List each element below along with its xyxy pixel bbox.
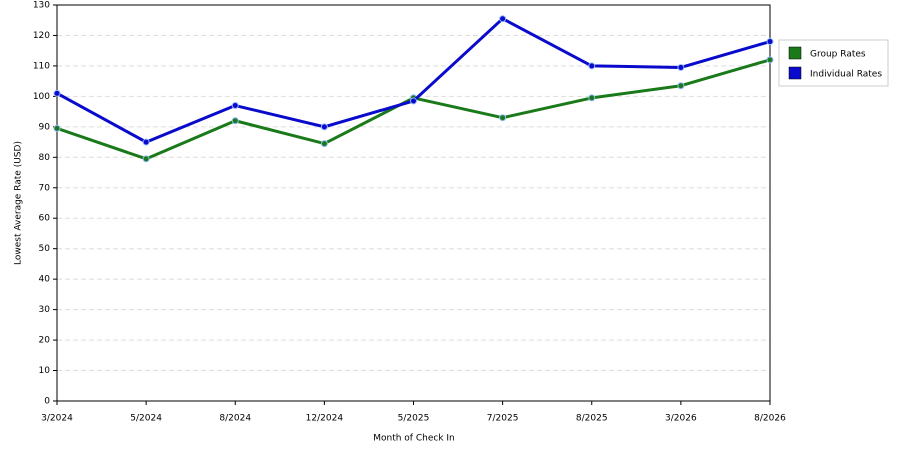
point	[142, 138, 150, 146]
x-tick-label: 8/2024	[219, 414, 251, 424]
y-tick-label: 30	[39, 305, 51, 315]
y-tick-label: 60	[39, 214, 51, 224]
plot-frame	[56, 4, 771, 402]
point	[766, 38, 774, 46]
point	[499, 114, 507, 122]
legend-swatch	[788, 46, 802, 60]
point	[588, 94, 596, 102]
point	[320, 123, 328, 131]
x-tick-label: 12/2024	[306, 414, 344, 424]
legend-label: Group Rates	[810, 50, 866, 60]
x-axis-label: Month of Check In	[373, 434, 455, 444]
series-line	[56, 17, 771, 144]
point	[588, 62, 596, 70]
x-tick-label: 5/2025	[398, 414, 430, 424]
x-tick-label: 5/2024	[130, 414, 162, 424]
y-tick-label: 40	[39, 275, 51, 285]
point	[53, 124, 61, 132]
y-tick-label: 120	[33, 31, 50, 41]
y-tick-label: 20	[39, 336, 51, 346]
point	[53, 89, 61, 97]
x-tick-label: 8/2025	[576, 414, 608, 424]
y-tick-label: 50	[39, 244, 51, 254]
y-tick-label: 130	[33, 1, 50, 11]
y-tick-label: 80	[39, 153, 51, 163]
y-tick-label: 100	[33, 92, 50, 102]
series-line	[56, 58, 771, 161]
x-tick-label: 3/2026	[665, 414, 697, 424]
x-tick-label: 7/2025	[487, 414, 519, 424]
legend-swatch	[788, 66, 802, 80]
y-tick-label: 110	[33, 61, 50, 71]
point	[677, 63, 685, 71]
legend-label: Individual Rates	[810, 70, 882, 80]
point	[320, 140, 328, 148]
y-axis-label: Lowest Average Rate (USD)	[14, 141, 24, 265]
y-tick-label: 10	[39, 366, 51, 376]
point	[677, 82, 685, 90]
point	[499, 15, 507, 23]
point	[766, 56, 774, 64]
point	[142, 155, 150, 163]
x-tick-label: 3/2024	[41, 414, 73, 424]
y-tick-label: 90	[39, 122, 51, 132]
point	[231, 102, 239, 110]
y-tick-label: 70	[39, 183, 51, 193]
x-tick-label: 8/2026	[754, 414, 786, 424]
y-tick-label: 0	[44, 397, 50, 407]
point	[410, 97, 417, 105]
point	[231, 117, 239, 125]
